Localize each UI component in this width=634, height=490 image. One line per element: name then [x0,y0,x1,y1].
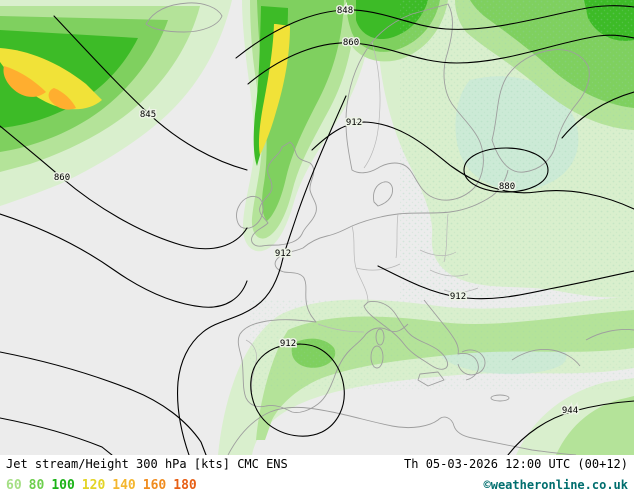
contour-labels: 848 860 845 860 912 880 912 912 912 944 [52,5,579,418]
contour-label: 845 [140,110,156,120]
country-borders [245,41,479,393]
contour-label: 912 [275,249,291,259]
jetstream-shading-layer [0,0,634,455]
scale-value-120: 120 [81,478,106,490]
scale-value-180: 180 [173,478,197,490]
scale-value-80: 80 [28,478,45,490]
scale-value-100: 100 [51,478,75,490]
contour-label: 912 [450,292,466,302]
map-area: 848 860 845 860 912 880 912 912 912 944 [0,0,634,455]
legend-scale-row: 60 80 100 120 140 160 180 ©weatheronline.co.uk [0,474,634,490]
contour-label: 912 [346,118,362,128]
product-title: Jet stream/Height 300 hPa [kts] CMC ENS [6,457,288,471]
scale-value-60: 60 [6,478,22,490]
color-scale: 60 80 100 120 140 160 180 [6,474,204,490]
contour-label: 880 [499,182,515,192]
copyright-label: ©weatheronline.co.uk [483,478,629,490]
contour-label: 944 [562,406,578,416]
contour-label: 860 [54,173,70,183]
contour-label: 860 [343,38,359,48]
legend-bar: Jet stream/Height 300 hPa [kts] CMC ENS … [0,455,634,490]
height-contours [0,5,634,455]
scale-value-160: 160 [142,478,167,490]
valid-datetime: Th 05-03-2026 12:00 UTC (00+12) [404,457,628,471]
legend-title-row: Jet stream/Height 300 hPa [kts] CMC ENS … [0,455,634,474]
contour-label: 848 [337,6,353,16]
weather-map: 848 860 845 860 912 880 912 912 912 944 [0,0,634,455]
scale-value-140: 140 [112,478,136,490]
contour-label: 912 [280,339,296,349]
